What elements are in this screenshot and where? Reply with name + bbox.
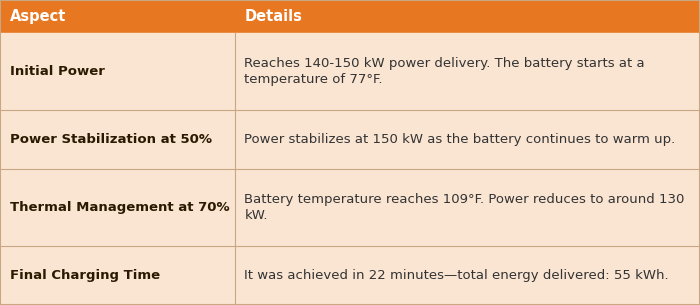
- Text: temperature of 77°F.: temperature of 77°F.: [244, 73, 383, 86]
- Bar: [0, 169, 700, 246]
- Text: Thermal Management at 70%: Thermal Management at 70%: [10, 201, 230, 214]
- Bar: [0, 0, 700, 33]
- Bar: [0, 110, 700, 169]
- Bar: [0, 246, 700, 305]
- Text: Final Charging Time: Final Charging Time: [10, 269, 160, 282]
- Text: Power stabilizes at 150 kW as the battery continues to warm up.: Power stabilizes at 150 kW as the batter…: [244, 133, 676, 146]
- Text: kW.: kW.: [244, 209, 268, 222]
- Text: Details: Details: [244, 9, 302, 24]
- Bar: [0, 33, 700, 110]
- Text: It was achieved in 22 minutes—total energy delivered: 55 kWh.: It was achieved in 22 minutes—total ener…: [244, 269, 669, 282]
- Text: Initial Power: Initial Power: [10, 65, 105, 78]
- Text: Reaches 140-150 kW power delivery. The battery starts at a: Reaches 140-150 kW power delivery. The b…: [244, 57, 645, 70]
- Text: Power Stabilization at 50%: Power Stabilization at 50%: [10, 133, 212, 146]
- Text: Aspect: Aspect: [10, 9, 66, 24]
- Text: Battery temperature reaches 109°F. Power reduces to around 130: Battery temperature reaches 109°F. Power…: [244, 193, 685, 206]
